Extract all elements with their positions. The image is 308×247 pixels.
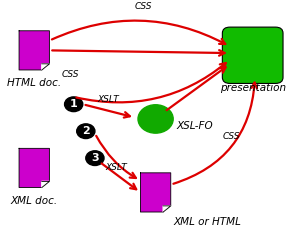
- Text: XML doc.: XML doc.: [11, 196, 58, 206]
- Text: presentation: presentation: [220, 83, 286, 93]
- Text: CSS: CSS: [223, 132, 240, 141]
- Polygon shape: [42, 64, 49, 70]
- Polygon shape: [140, 173, 171, 212]
- Polygon shape: [19, 31, 49, 70]
- Circle shape: [65, 97, 83, 112]
- Text: HTML doc.: HTML doc.: [7, 79, 61, 88]
- Circle shape: [77, 124, 95, 139]
- Text: 1: 1: [70, 99, 78, 109]
- Text: XSL-FO: XSL-FO: [176, 121, 213, 131]
- Polygon shape: [163, 206, 171, 212]
- Circle shape: [86, 151, 104, 165]
- Text: 2: 2: [82, 126, 90, 136]
- Polygon shape: [42, 181, 49, 187]
- Polygon shape: [19, 148, 49, 187]
- Text: XML or HTML: XML or HTML: [174, 217, 242, 227]
- Text: CSS: CSS: [62, 70, 79, 79]
- Circle shape: [138, 105, 173, 133]
- FancyBboxPatch shape: [222, 27, 283, 83]
- Text: XSLT: XSLT: [98, 95, 120, 104]
- Text: CSS: CSS: [135, 2, 152, 11]
- Text: 3: 3: [91, 153, 99, 163]
- Text: XSLT: XSLT: [105, 164, 127, 172]
